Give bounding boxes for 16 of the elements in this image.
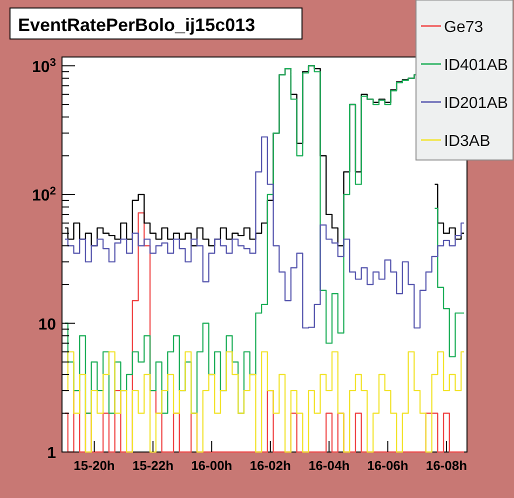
x-tick-label: 16-02h	[250, 458, 292, 473]
legend-label: ID201AB	[444, 95, 508, 112]
y-tick-label: 10$^{3}$	[32, 56, 56, 76]
x-tick-label: 15-20h	[74, 458, 115, 473]
legend-label: Ge73	[444, 19, 484, 36]
x-tick-label: 16-06h	[367, 458, 408, 473]
x-tick-label: 16-08h	[426, 458, 468, 473]
y-tick-label: 10	[38, 316, 56, 334]
x-tick-label: 16-04h	[308, 458, 350, 473]
x-tick-label: 16-00h	[191, 458, 232, 473]
chart-title: EventRatePerBolo_ij15c013	[18, 15, 256, 35]
y-tick-label: 1	[47, 445, 56, 462]
y-tick-label: 10$^{2}$	[32, 186, 56, 205]
x-tick-label: 15-22h	[132, 458, 174, 473]
legend-label: ID401AB	[444, 57, 508, 74]
legend-label: ID3AB	[444, 133, 490, 150]
